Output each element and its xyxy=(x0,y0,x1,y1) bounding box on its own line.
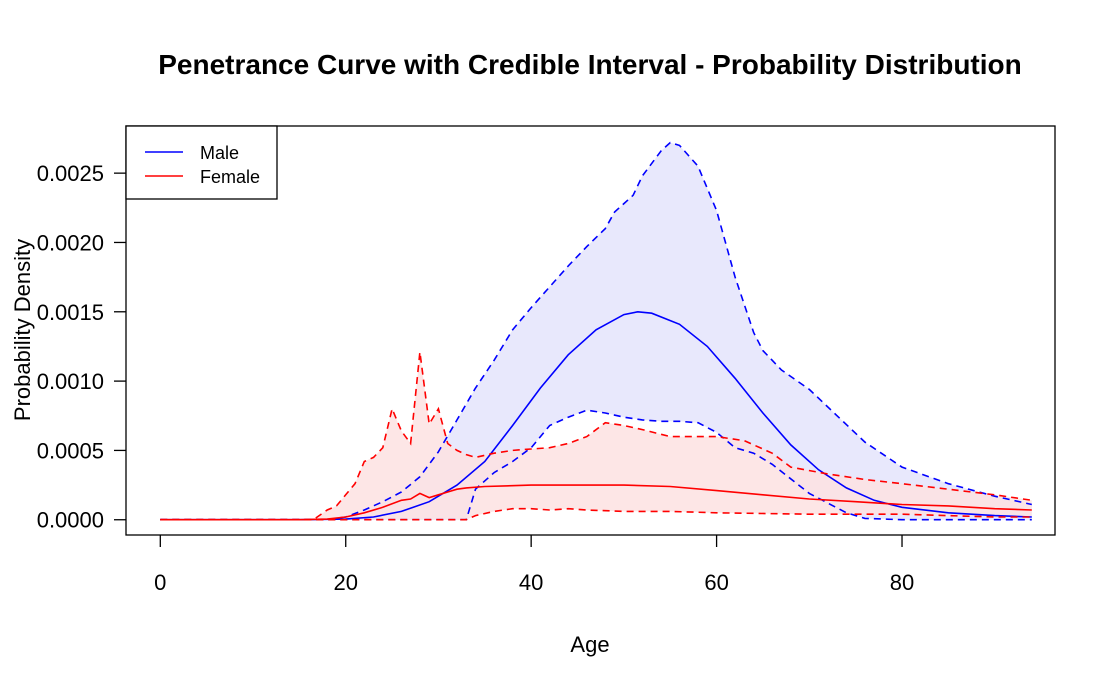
x-tick-label: 0 xyxy=(154,570,166,595)
chart-title: Penetrance Curve with Credible Interval … xyxy=(158,49,1022,80)
male-lower-bound-line xyxy=(160,409,1032,521)
y-tick-label: 0.0015 xyxy=(37,300,104,325)
male-density-line xyxy=(160,310,1032,521)
legend-label-female: Female xyxy=(200,167,260,187)
legend-label-male: Male xyxy=(200,143,239,163)
x-axis-label: Age xyxy=(570,632,609,657)
y-axis: 0.0000 0.0005 0.0010 0.0015 0.0020 0.0025 xyxy=(37,161,126,533)
legend-box xyxy=(125,125,278,200)
y-axis-label: Probability Density xyxy=(10,239,35,421)
y-tick-label: 0.0020 xyxy=(37,230,104,255)
y-tick-label: 0.0025 xyxy=(37,161,104,186)
x-axis: 0 20 40 60 80 xyxy=(154,535,914,595)
legend: Male Female xyxy=(125,125,278,200)
female-density-line xyxy=(160,484,1032,521)
credible-interval-fills xyxy=(160,142,1032,520)
female-credible-band xyxy=(160,352,1032,520)
male-upper-bound-line xyxy=(160,141,1032,521)
plot-frame xyxy=(125,125,1056,536)
y-tick-label: 0.0005 xyxy=(37,438,104,463)
x-tick-label: 40 xyxy=(519,570,543,595)
female-lower-bound-line xyxy=(160,507,1032,521)
y-tick-label: 0.0000 xyxy=(37,508,104,533)
x-tick-label: 60 xyxy=(704,570,728,595)
x-tick-label: 20 xyxy=(333,570,357,595)
x-tick-label: 80 xyxy=(890,570,914,595)
y-tick-label: 0.0010 xyxy=(37,369,104,394)
female-upper-bound-line xyxy=(160,351,1032,521)
series-lines xyxy=(160,141,1032,521)
male-credible-band xyxy=(160,142,1032,520)
